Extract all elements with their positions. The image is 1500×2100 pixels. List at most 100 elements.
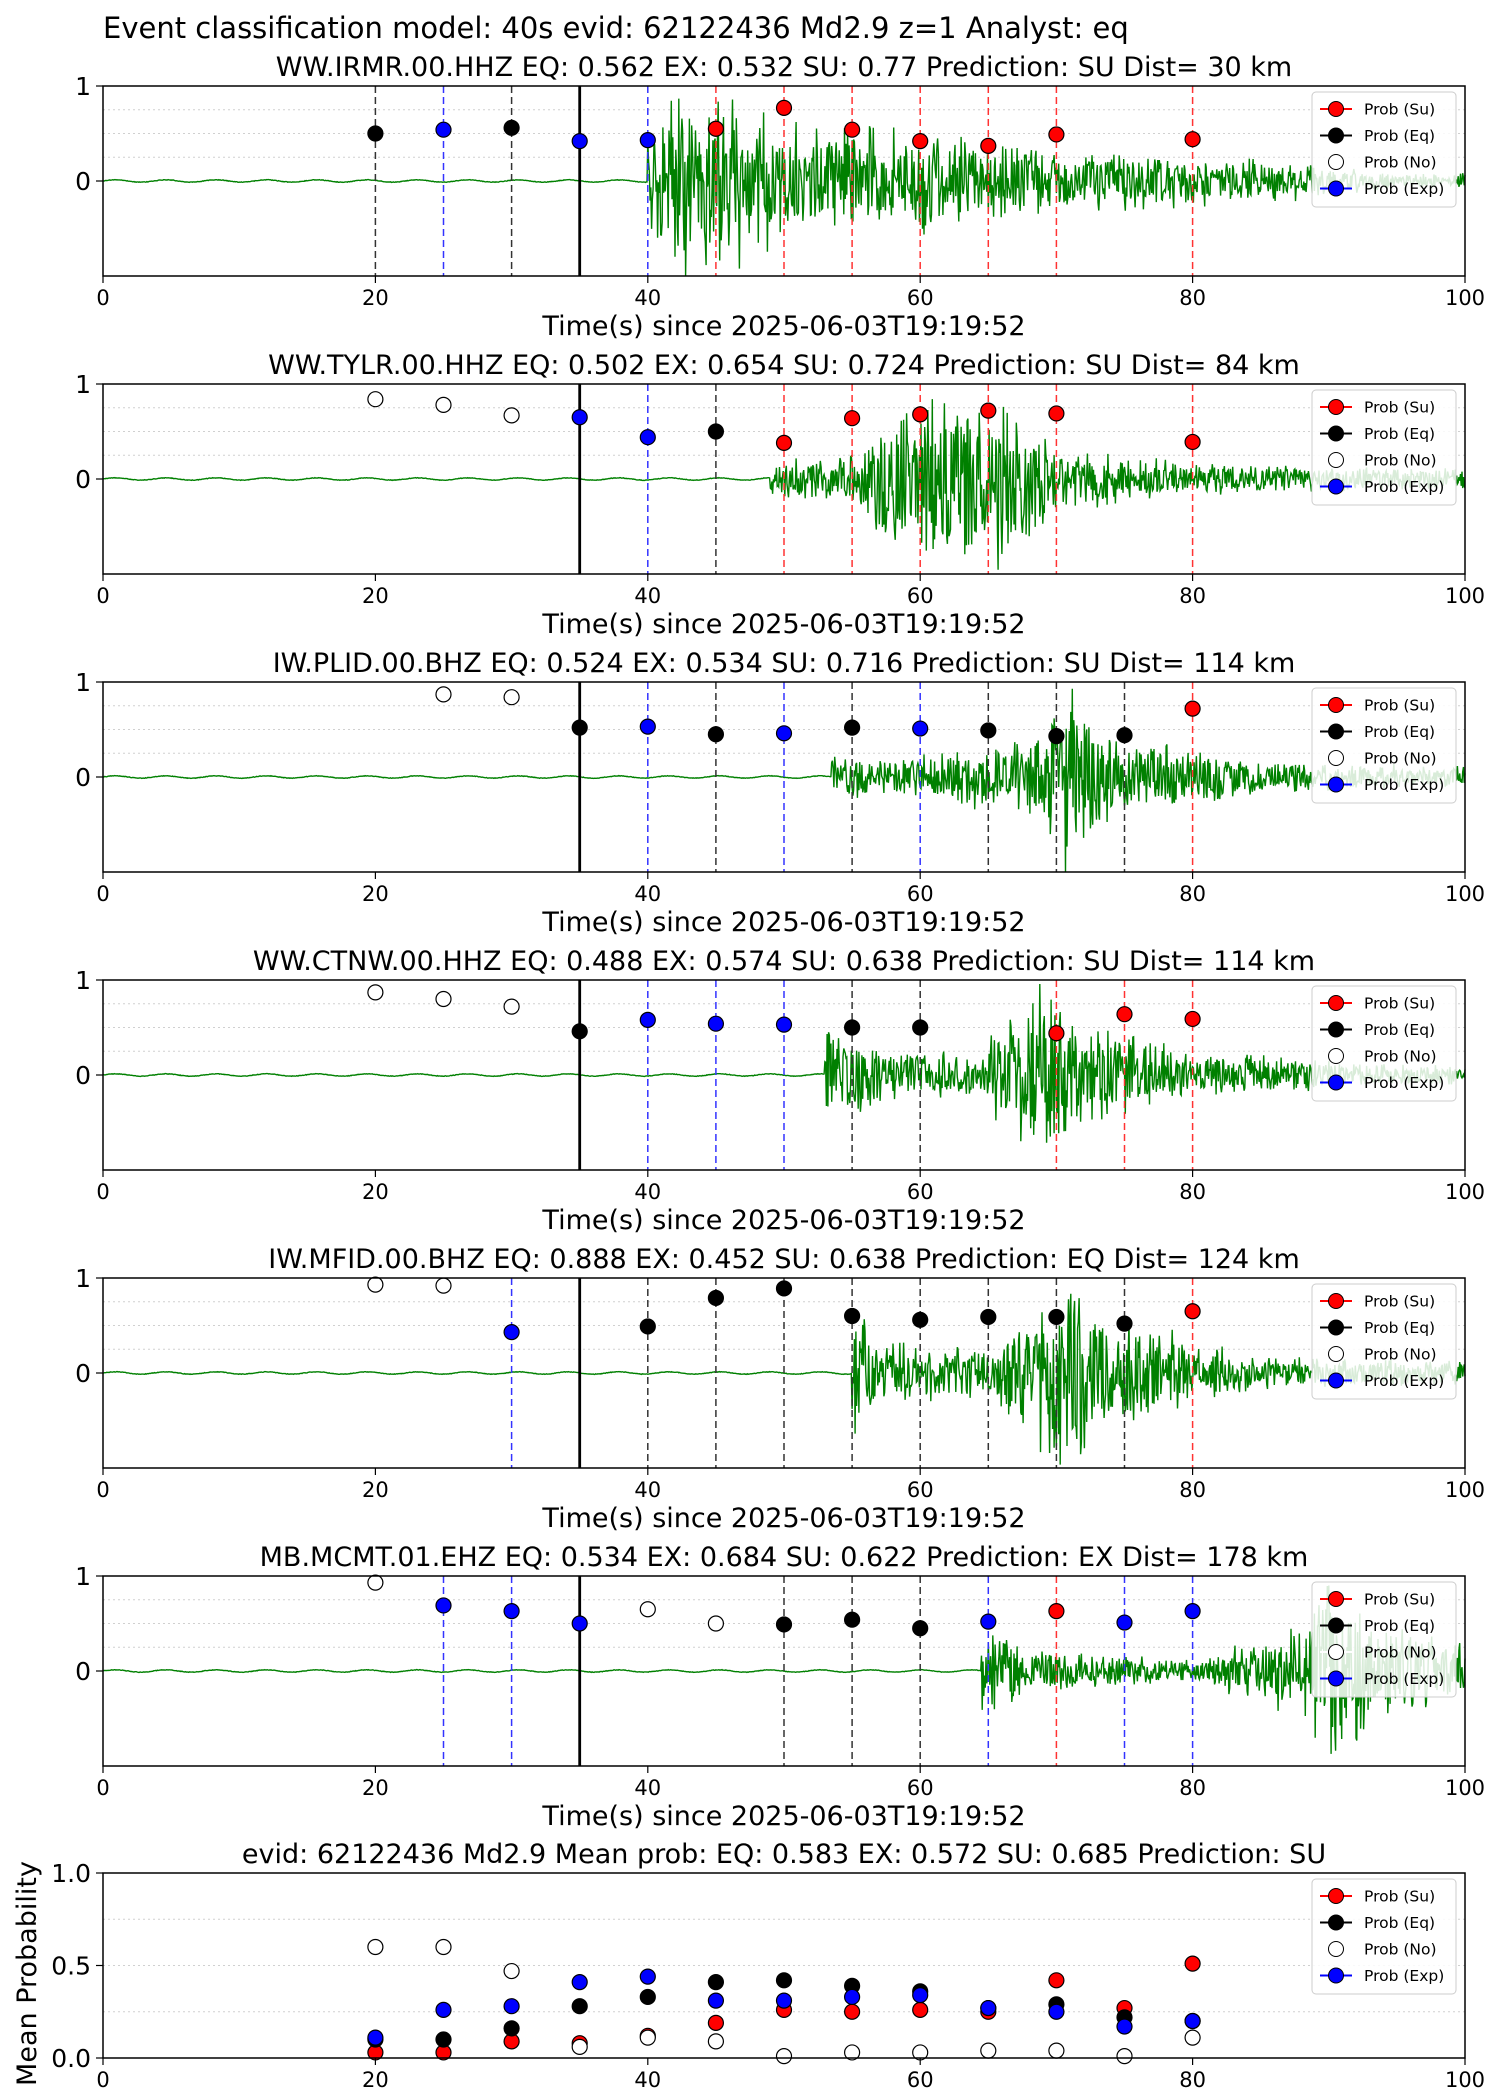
prob-point-no [435, 686, 452, 703]
prob-point-eq [707, 1289, 725, 1307]
x-tick-label: 60 [907, 1180, 934, 1204]
prob-point-su [775, 434, 793, 451]
x-tick-label: 0 [96, 2068, 109, 2092]
x-tick-label: 100 [1445, 882, 1485, 906]
prob-point-exp [435, 121, 452, 138]
mean-point-eq [775, 1972, 793, 1989]
x-tick-label: 40 [634, 2068, 661, 2092]
y-tick-label: 0 [75, 1061, 91, 1090]
y-tick-label: 0 [75, 167, 91, 196]
legend-box [1311, 985, 1457, 1102]
prob-point-eq [571, 719, 588, 736]
panel-title: IW.PLID.00.BHZ EQ: 0.524 EX: 0.534 SU: 0… [273, 648, 1296, 679]
y-tick-label: 1 [75, 966, 91, 995]
prob-point-su [1048, 1025, 1065, 1042]
prob-point-no [367, 984, 384, 1001]
station-panel-6: MB.MCMT.01.EHZ EQ: 0.534 EX: 0.684 SU: 0… [75, 1542, 1485, 1832]
prob-point-no [503, 689, 520, 706]
prob-point-exp [503, 1603, 520, 1620]
prob-point-exp [775, 1016, 793, 1033]
mean-point-no [775, 2048, 793, 2065]
x-tick-label: 0 [96, 286, 109, 310]
prob-point-su [1048, 405, 1065, 422]
prob-point-eq [912, 1620, 929, 1637]
legend-label-su: Prob (Su) [1364, 995, 1435, 1013]
prob-point-eq [980, 1308, 997, 1326]
legend-marker-su [1328, 1293, 1344, 1309]
mean-probability-panel: evid: 62122436 Md2.9 Mean prob: EQ: 0.58… [12, 1839, 1485, 2092]
station-panel-3: IW.PLID.00.BHZ EQ: 0.524 EX: 0.534 SU: 0… [75, 648, 1485, 938]
legend-box [1311, 389, 1457, 506]
mean-point-eq [503, 2020, 520, 2037]
legend-marker-exp [1328, 1074, 1344, 1091]
x-tick-label: 80 [1179, 1478, 1206, 1502]
legend-marker-exp [1328, 478, 1344, 495]
x-tick-label: 80 [1179, 1180, 1206, 1204]
station-panel-2: WW.TYLR.00.HHZ EQ: 0.502 EX: 0.654 SU: 0… [75, 350, 1485, 640]
mean-point-no [571, 2038, 588, 2056]
legend-marker-no [1328, 1048, 1344, 1064]
legend-marker-eq [1328, 1021, 1344, 1038]
prob-point-eq [843, 719, 861, 736]
x-tick-label: 40 [634, 584, 661, 608]
legend-marker-exp [1328, 180, 1344, 197]
prob-point-exp [980, 1613, 997, 1630]
x-tick-label: 100 [1445, 1478, 1485, 1502]
legend-box [1311, 687, 1457, 804]
prob-point-exp [639, 132, 656, 149]
mean-point-no [1116, 2048, 1133, 2065]
legend-label-exp: Prob (Exp) [1364, 776, 1444, 794]
legend-marker-su [1328, 1591, 1344, 1607]
prob-point-no [435, 1277, 452, 1294]
prob-point-eq [775, 1616, 793, 1633]
x-axis-label: Time(s) since 2025-06-03T19:19:52 [541, 1801, 1025, 1832]
x-tick-label: 20 [362, 882, 389, 906]
x-tick-label: 60 [907, 2068, 934, 2092]
legend-marker-no [1328, 1346, 1344, 1362]
legend-label-su: Prob (Su) [1364, 1888, 1435, 1906]
legend-marker-exp [1328, 776, 1344, 793]
y-tick-label: 0 [75, 465, 91, 494]
x-tick-label: 40 [634, 1776, 661, 1800]
legend-label-su: Prob (Su) [1364, 1293, 1435, 1311]
mean-point-exp [980, 1999, 997, 2017]
mean-point-exp [843, 1988, 861, 2006]
y-tick-label: 1.0 [51, 1859, 91, 1888]
prob-point-eq [1048, 1308, 1065, 1326]
prob-point-exp [1116, 1614, 1133, 1631]
prob-point-no [367, 1574, 384, 1591]
legend-label-no: Prob (No) [1364, 154, 1437, 172]
prob-point-no [367, 391, 384, 408]
panel-title: evid: 62122436 Md2.9 Mean prob: EQ: 0.58… [242, 1839, 1326, 1870]
legend-label-eq: Prob (Eq) [1364, 425, 1435, 443]
legend-box [1311, 1581, 1457, 1698]
prob-point-exp [571, 409, 588, 426]
prob-point-su [1116, 1006, 1133, 1023]
prob-point-no [435, 990, 452, 1008]
legend-marker-eq [1328, 127, 1344, 144]
mean-point-no [503, 1962, 520, 1980]
prob-point-su [1184, 700, 1201, 717]
prob-point-eq [1116, 1315, 1133, 1332]
prob-point-eq [707, 423, 725, 440]
prob-point-eq [843, 1019, 861, 1036]
legend-marker-eq [1328, 723, 1344, 740]
legend-marker-exp [1328, 1372, 1344, 1389]
x-tick-label: 80 [1179, 882, 1206, 906]
legend-label-exp: Prob (Exp) [1364, 180, 1444, 198]
mean-point-exp [707, 1992, 725, 2009]
mean-point-exp [1048, 2003, 1065, 2020]
y-tick-label: 1 [75, 1264, 91, 1293]
x-tick-label: 80 [1179, 2068, 1206, 2092]
panel-title: WW.TYLR.00.HHZ EQ: 0.502 EX: 0.654 SU: 0… [268, 350, 1300, 381]
legend-marker-exp [1328, 1670, 1344, 1687]
prob-point-eq [843, 1611, 861, 1628]
waveform-trace [102, 1585, 1466, 1754]
legend-marker-su [1328, 697, 1344, 713]
legend-label-eq: Prob (Eq) [1364, 1021, 1435, 1039]
x-tick-label: 40 [634, 1478, 661, 1502]
legend-label-no: Prob (No) [1364, 750, 1437, 768]
x-tick-label: 80 [1179, 584, 1206, 608]
x-tick-label: 40 [634, 286, 661, 310]
legend-box [1311, 1283, 1457, 1400]
